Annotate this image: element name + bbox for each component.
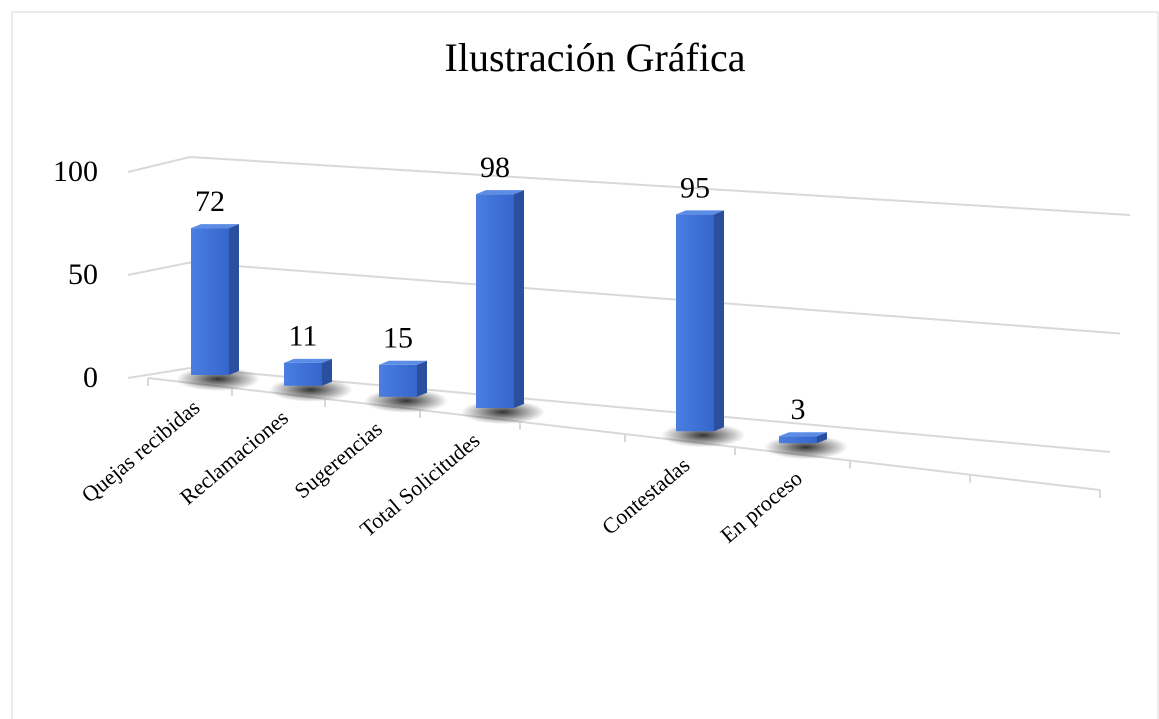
bar — [476, 194, 514, 409]
y-tick-label: 50 — [68, 258, 98, 291]
bar-top — [191, 224, 239, 229]
bar-side — [229, 224, 239, 375]
chart-frame — [11, 11, 1159, 719]
bar-group — [364, 360, 448, 413]
data-label: 98 — [480, 151, 510, 184]
bar — [676, 214, 714, 432]
bar — [191, 228, 229, 375]
y-tick-label: 100 — [53, 155, 98, 188]
bar-side — [322, 358, 332, 386]
bar-top — [379, 360, 427, 365]
bar-group — [176, 224, 260, 391]
bar-side — [714, 210, 724, 432]
bar-side — [817, 432, 827, 444]
bar-top — [284, 358, 332, 363]
bar-group — [269, 358, 353, 402]
chart-title: Ilustración Gráfica — [445, 35, 746, 80]
bar-group — [764, 432, 848, 460]
data-label: 11 — [289, 320, 318, 353]
bar-top — [476, 190, 524, 195]
bar-group — [461, 190, 545, 425]
grid-line — [127, 366, 1111, 453]
data-label: 3 — [791, 393, 806, 426]
bar — [779, 436, 817, 444]
grid-line — [127, 261, 1121, 335]
bar-top — [676, 210, 724, 215]
grid-line — [127, 155, 1131, 216]
bar — [379, 364, 417, 397]
data-label: 15 — [383, 322, 413, 355]
bar-side — [514, 190, 524, 409]
bar-side — [417, 360, 427, 397]
bar-top — [779, 432, 827, 437]
data-label: 95 — [680, 171, 710, 204]
bar-group — [661, 210, 745, 448]
y-tick-label: 0 — [83, 361, 98, 394]
bar — [284, 362, 322, 386]
data-label: 72 — [195, 185, 225, 218]
